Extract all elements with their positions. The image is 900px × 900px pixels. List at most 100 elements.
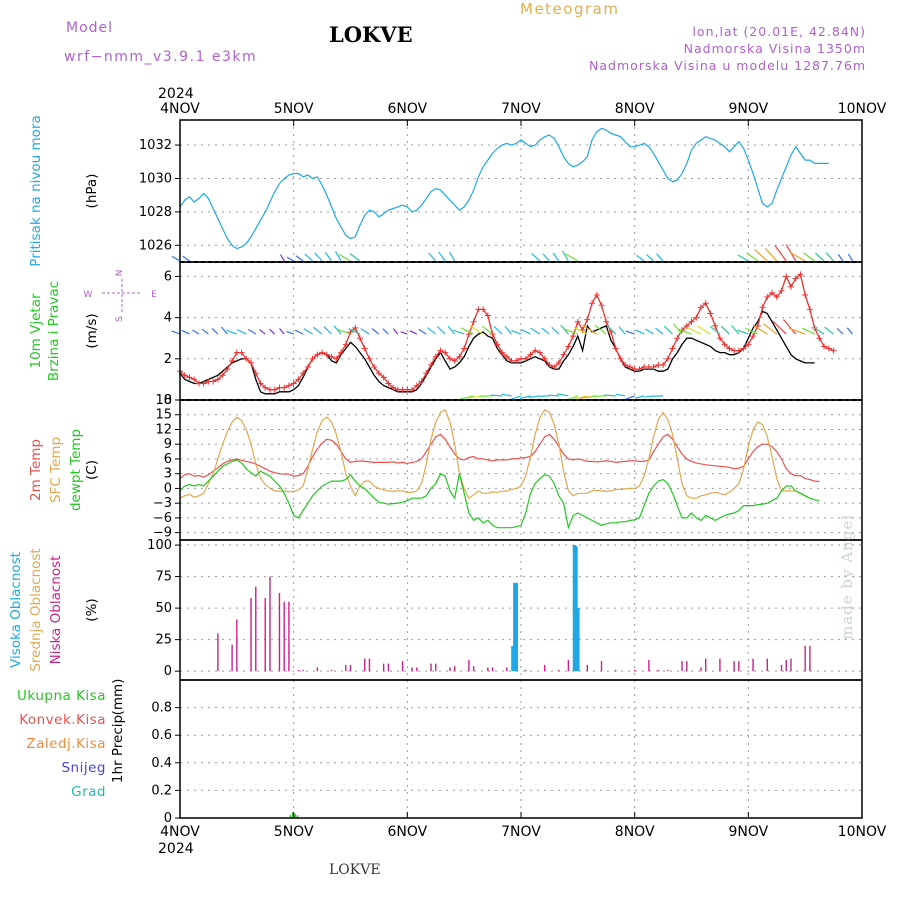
- wind-arrow: [371, 328, 380, 335]
- gust-point: [584, 316, 591, 323]
- cloud-bar: [430, 663, 432, 672]
- y-axis-unit: (mm): [110, 679, 126, 716]
- gust-point: [669, 345, 676, 352]
- gust-point: [612, 345, 619, 352]
- gust-point: [522, 355, 529, 362]
- y-tick-label: 100: [147, 538, 172, 553]
- wind-arrow: [226, 329, 238, 335]
- gust-point: [224, 366, 231, 373]
- cloud-bar: [525, 669, 527, 672]
- wind-arrow: [731, 325, 740, 335]
- cloud-bar: [250, 598, 252, 672]
- wind-arrow: [382, 328, 389, 335]
- compass-s: S: [115, 316, 125, 322]
- cloud-bar: [297, 669, 300, 672]
- wind-arrow: [720, 325, 730, 335]
- gust-point: [555, 359, 562, 366]
- wind-arrow: [333, 325, 342, 335]
- gust-point: [565, 343, 572, 350]
- gust-point: [385, 380, 392, 387]
- gust-point: [319, 349, 326, 356]
- wind-arrow: [783, 319, 797, 335]
- precip-legend-item: Zaledj.Kisa: [26, 736, 106, 752]
- gust-point: [428, 361, 435, 368]
- gust-point: [186, 374, 193, 381]
- y-tick-label: 9: [164, 437, 172, 452]
- gust-point: [830, 347, 837, 354]
- wind-arrow: [418, 328, 427, 335]
- wind-arrow: [541, 327, 550, 335]
- gust-point: [281, 384, 288, 391]
- gust-point: [541, 355, 548, 362]
- y-tick-label: 1030: [139, 171, 172, 186]
- wind-arrow: [754, 249, 768, 262]
- gust-point: [252, 370, 259, 377]
- wind-arrow: [504, 325, 512, 335]
- y-tick-label: 0: [164, 664, 172, 679]
- gust-point: [409, 386, 416, 393]
- wind-arrow: [236, 328, 247, 335]
- wind-arrow: [192, 329, 200, 335]
- gust-point: [380, 374, 387, 381]
- cloud-bar: [752, 658, 754, 672]
- y-tick-label: 18: [155, 393, 172, 408]
- y-axis-label: Visoka Oblacnost: [8, 552, 24, 668]
- wind-arrow: [736, 329, 749, 335]
- cloud-bar: [487, 667, 489, 672]
- cloud-bar: [648, 659, 650, 672]
- wind-arrow: [338, 253, 351, 262]
- wind-arrow: [259, 329, 266, 335]
- gust-point: [825, 345, 832, 352]
- wind-arrow: [409, 330, 418, 335]
- wind-arrow: [459, 395, 474, 400]
- cloud-bar: [283, 601, 285, 672]
- series-line: [179, 127, 829, 250]
- gust-point: [304, 364, 311, 371]
- gust-point: [527, 351, 534, 358]
- wind-arrow: [286, 256, 294, 262]
- wind-arrow: [481, 325, 493, 335]
- cloud-bar: [809, 645, 811, 672]
- wind-arrow: [348, 328, 361, 335]
- wind-arrow: [312, 326, 323, 335]
- wind-arrow: [625, 395, 635, 400]
- y-tick-label: −6: [153, 511, 172, 526]
- wind-arrow: [286, 330, 294, 335]
- gust-point: [660, 361, 667, 368]
- gust-point: [513, 357, 520, 364]
- precip-legend-item: Grad: [71, 784, 106, 800]
- cloud-bar: [345, 664, 347, 672]
- gust-point: [650, 364, 657, 371]
- y-tick-label: −3: [153, 496, 172, 511]
- wind-arrow: [565, 253, 579, 262]
- precip-legend-item: Ukupna Kisa: [17, 688, 106, 704]
- y-tick-label: 1032: [139, 138, 172, 153]
- gust-point: [783, 273, 790, 280]
- wind-arrow: [436, 325, 446, 335]
- wind-arrow: [655, 327, 664, 335]
- gust-point: [707, 310, 714, 317]
- cloud-bar: [586, 664, 589, 672]
- wind-arrow: [392, 328, 399, 335]
- wind-arrow: [824, 326, 834, 335]
- gust-point: [451, 357, 458, 364]
- gust-point: [716, 335, 723, 342]
- wind-arrow: [634, 395, 645, 399]
- cloud-bar: [543, 664, 546, 672]
- cloud-bar: [291, 812, 294, 818]
- wind-arrow: [709, 325, 721, 335]
- wind-arrow: [171, 255, 181, 262]
- y-tick-label: 15: [155, 408, 172, 423]
- wind-arrow: [247, 328, 257, 335]
- gust-point: [480, 306, 487, 313]
- gust-point: [181, 372, 188, 379]
- wind-arrow: [542, 253, 550, 262]
- wind-arrow: [774, 245, 787, 262]
- y-axis-label: Niska Oblacnost: [48, 556, 64, 665]
- model-name: wrf−nmm_v3.9.1 e3km: [64, 49, 258, 65]
- gust-point: [721, 341, 728, 348]
- cloud-bar: [294, 813, 296, 818]
- x-tick-label-bottom: 10NOV: [838, 824, 887, 840]
- wind-arrow: [745, 327, 759, 335]
- gust-point: [636, 366, 643, 373]
